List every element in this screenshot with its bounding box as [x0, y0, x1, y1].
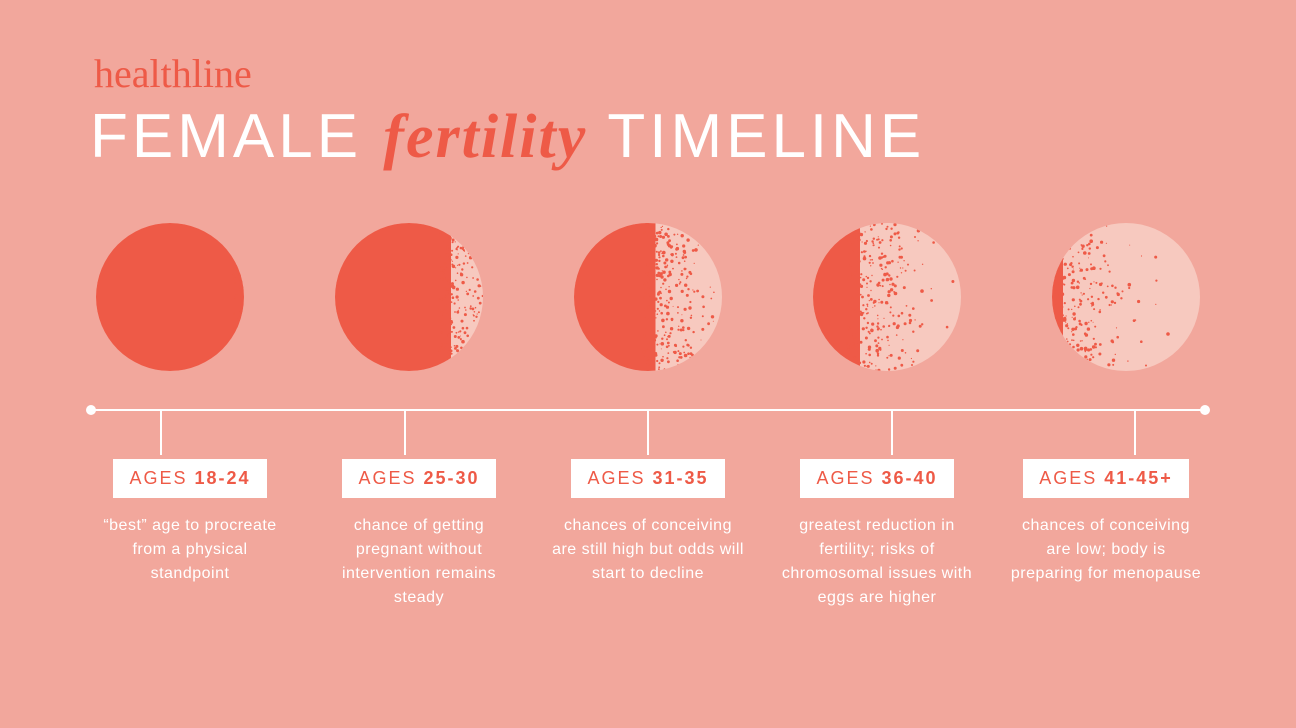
stage-label: AGES 31-35 chances of conceiving are stil…: [548, 459, 748, 610]
stage-description: “best” age to procreate from a physical …: [90, 514, 290, 586]
stage-description: chances of conceiving are still high but…: [548, 514, 748, 586]
brand-logo: healthline: [94, 50, 1206, 97]
age-prefix: AGES: [358, 468, 423, 488]
main-title: FEMALE fertility TIMELINE: [90, 101, 1206, 173]
stage-circle: [807, 217, 967, 377]
age-prefix: AGES: [587, 468, 652, 488]
age-prefix: AGES: [129, 468, 194, 488]
stage-circle: [90, 217, 250, 377]
stage-circle: [568, 217, 728, 377]
infographic-canvas: healthline FEMALE fertility TIMELINE: [0, 0, 1296, 728]
age-box: AGES 41-45+: [1023, 459, 1189, 498]
age-prefix: AGES: [1039, 468, 1104, 488]
timeline-tick: [647, 409, 649, 455]
stage-description: greatest reduction in fertility; risks o…: [777, 514, 977, 610]
age-range: 31-35: [652, 468, 708, 488]
timeline-tick: [1134, 409, 1136, 455]
stage-circle: [329, 217, 489, 377]
stage-description: chances of conceiving are low; body is p…: [1006, 514, 1206, 586]
age-box: AGES 25-30: [342, 459, 495, 498]
stage-description: chance of getting pregnant without inter…: [319, 514, 519, 610]
stage-label: AGES 41-45+ chances of conceiving are low…: [1006, 459, 1206, 610]
stage-circle: [1046, 217, 1206, 377]
stage-labels-row: AGES 18-24 “best” age to procreate from a…: [90, 459, 1206, 610]
timeline-tick: [891, 409, 893, 455]
age-range: 18-24: [194, 468, 250, 488]
stage-label: AGES 25-30 chance of getting pregnant wit…: [319, 459, 519, 610]
timeline-ticks: [90, 409, 1206, 455]
timeline-tick: [160, 409, 162, 455]
age-range: 25-30: [423, 468, 479, 488]
age-box: AGES 36-40: [800, 459, 953, 498]
title-post: TIMELINE: [587, 102, 925, 171]
age-prefix: AGES: [816, 468, 881, 488]
stage-label: AGES 18-24 “best” age to procreate from a…: [90, 459, 290, 610]
timeline-tick: [404, 409, 406, 455]
age-box: AGES 18-24: [113, 459, 266, 498]
age-range: 36-40: [881, 468, 937, 488]
title-pre: FEMALE: [90, 102, 383, 171]
timeline-axis: [90, 399, 1206, 459]
age-range: 41-45+: [1104, 468, 1173, 488]
title-emphasis: fertility: [383, 103, 587, 171]
stage-label: AGES 36-40 greatest reduction in fertilit…: [777, 459, 977, 610]
age-box: AGES 31-35: [571, 459, 724, 498]
stage-circles-row: [90, 217, 1206, 377]
